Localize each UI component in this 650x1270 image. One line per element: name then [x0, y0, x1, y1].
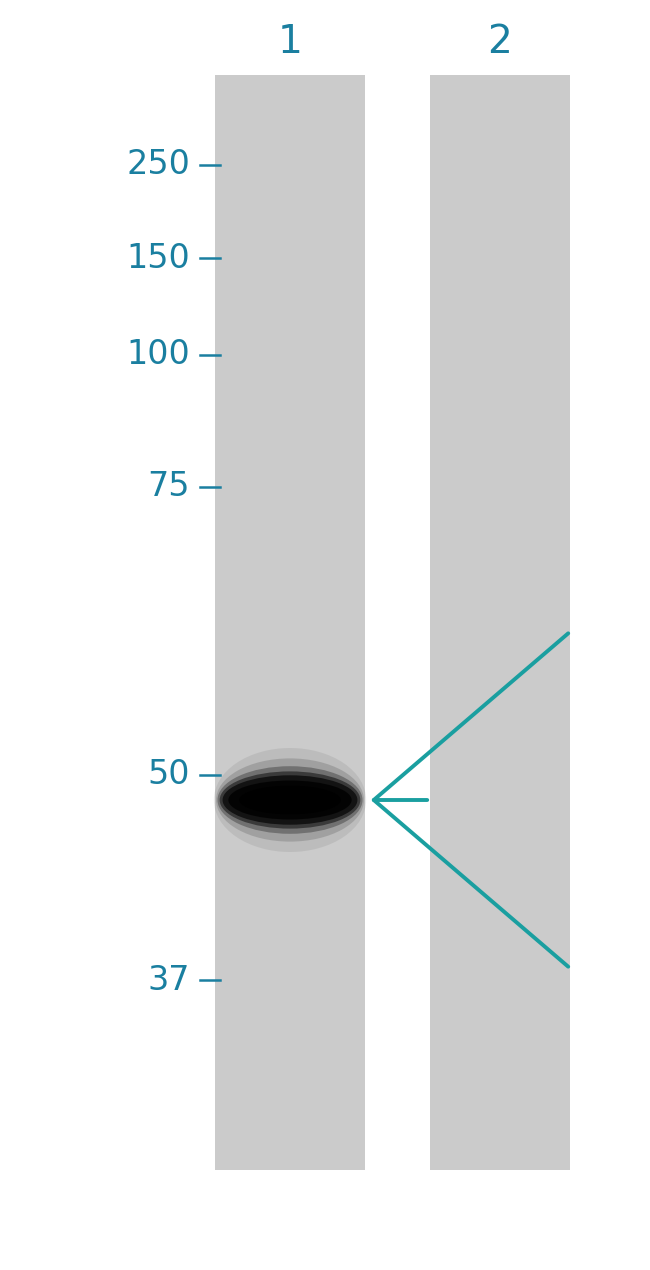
- Ellipse shape: [216, 758, 364, 842]
- Text: 75: 75: [148, 470, 190, 503]
- Ellipse shape: [218, 766, 363, 834]
- Ellipse shape: [228, 781, 352, 819]
- Text: 100: 100: [126, 339, 190, 372]
- Bar: [430, 75, 570, 1170]
- Text: 50: 50: [148, 758, 190, 791]
- Bar: [215, 75, 365, 1170]
- Ellipse shape: [220, 771, 360, 828]
- Ellipse shape: [239, 786, 341, 814]
- Text: 2: 2: [488, 23, 512, 61]
- Ellipse shape: [222, 775, 358, 824]
- Text: 1: 1: [278, 23, 302, 61]
- Ellipse shape: [214, 748, 366, 852]
- Text: 150: 150: [126, 241, 190, 274]
- Text: 37: 37: [148, 964, 190, 997]
- Text: 250: 250: [126, 149, 190, 182]
